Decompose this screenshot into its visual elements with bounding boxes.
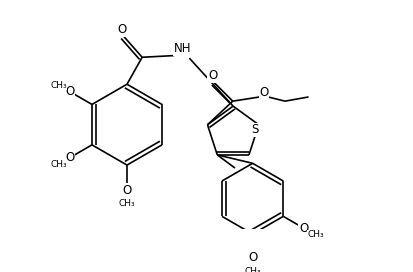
Text: O: O — [298, 222, 308, 235]
Text: O: O — [65, 85, 74, 98]
Text: S: S — [251, 123, 259, 136]
Text: CH₃: CH₃ — [244, 267, 260, 272]
Text: CH₃: CH₃ — [119, 199, 135, 208]
Text: O: O — [122, 184, 131, 197]
Text: O: O — [247, 251, 256, 264]
Text: CH₃: CH₃ — [50, 160, 66, 169]
Text: O: O — [65, 151, 74, 164]
Text: O: O — [259, 86, 268, 99]
Text: O: O — [207, 69, 217, 82]
Text: CH₃: CH₃ — [50, 81, 66, 89]
Text: CH₃: CH₃ — [306, 230, 323, 239]
Text: NH: NH — [173, 42, 191, 55]
Text: O: O — [117, 23, 126, 36]
